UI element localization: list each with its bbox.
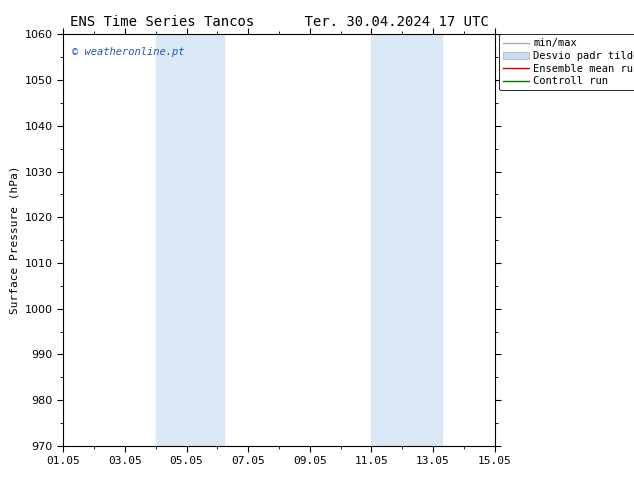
Text: © weatheronline.pt: © weatheronline.pt <box>72 47 184 57</box>
Y-axis label: Surface Pressure (hPa): Surface Pressure (hPa) <box>10 166 19 315</box>
Bar <box>156 34 224 446</box>
Bar <box>372 34 442 446</box>
Legend: min/max, Desvio padr tilde;o, Ensemble mean run, Controll run: min/max, Desvio padr tilde;o, Ensemble m… <box>499 34 634 91</box>
Text: ENS Time Series Tancos      Ter. 30.04.2024 17 UTC: ENS Time Series Tancos Ter. 30.04.2024 1… <box>70 15 488 29</box>
